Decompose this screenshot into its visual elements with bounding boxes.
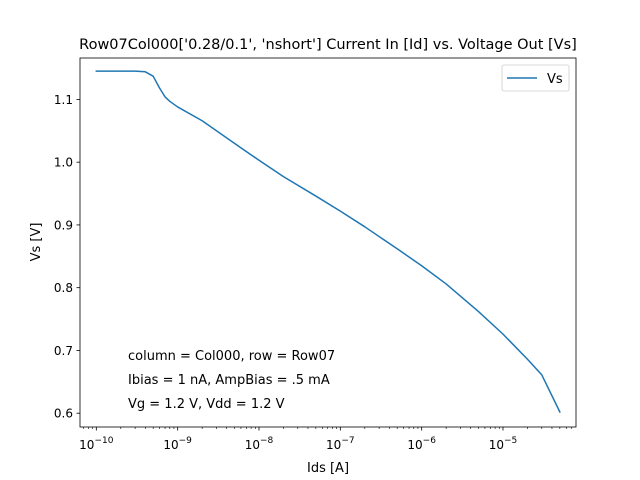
x-tick-label: 10−10 bbox=[79, 436, 114, 452]
legend-label-vs: Vs bbox=[547, 72, 563, 87]
x-tick-label: 10−9 bbox=[163, 436, 192, 452]
x-tick-label: 10−7 bbox=[326, 436, 355, 452]
x-axis-label: Ids [A] bbox=[307, 461, 349, 476]
x-tick-label: 10−6 bbox=[407, 436, 436, 452]
chart-title: Row07Col000['0.28/0.1', 'nshort'] Curren… bbox=[79, 37, 577, 53]
y-axis-ticks: 0.6 0.7 0.8 0.9 1.0 1.1 bbox=[54, 93, 80, 421]
y-axis-label: Vs [V] bbox=[29, 223, 44, 262]
legend: Vs bbox=[501, 64, 570, 92]
annotation-block: column = Col000, row = Row07 Ibias = 1 n… bbox=[128, 349, 335, 412]
x-axis-ticks: 10−10 10−9 10−8 10−7 10−6 10−5 bbox=[79, 427, 573, 452]
y-tick-label: 1.0 bbox=[54, 156, 73, 170]
plot-area bbox=[95, 70, 561, 413]
y-tick-label: 0.8 bbox=[54, 281, 73, 295]
y-tick-label: 0.7 bbox=[54, 344, 73, 358]
series-line-vs bbox=[95, 70, 561, 413]
y-tick-label: 0.6 bbox=[54, 407, 73, 421]
x-tick-label: 10−5 bbox=[489, 436, 518, 452]
annotation-line-3: Vg = 1.2 V, Vdd = 1.2 V bbox=[128, 397, 285, 412]
y-tick-label: 0.9 bbox=[54, 218, 73, 232]
annotation-line-2: Ibias = 1 nA, AmpBias = .5 mA bbox=[128, 373, 330, 388]
y-tick-label: 1.1 bbox=[54, 93, 73, 107]
annotation-line-1: column = Col000, row = Row07 bbox=[128, 349, 335, 364]
x-tick-label: 10−8 bbox=[245, 436, 274, 452]
